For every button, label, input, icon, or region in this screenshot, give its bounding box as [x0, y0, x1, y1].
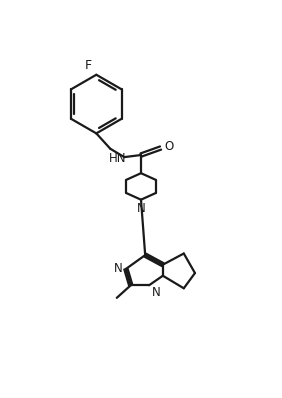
- Text: N: N: [114, 261, 123, 275]
- Text: O: O: [164, 140, 173, 153]
- Text: F: F: [85, 59, 92, 72]
- Text: N: N: [136, 202, 146, 215]
- Text: N: N: [152, 286, 160, 299]
- Text: HN: HN: [109, 152, 126, 165]
